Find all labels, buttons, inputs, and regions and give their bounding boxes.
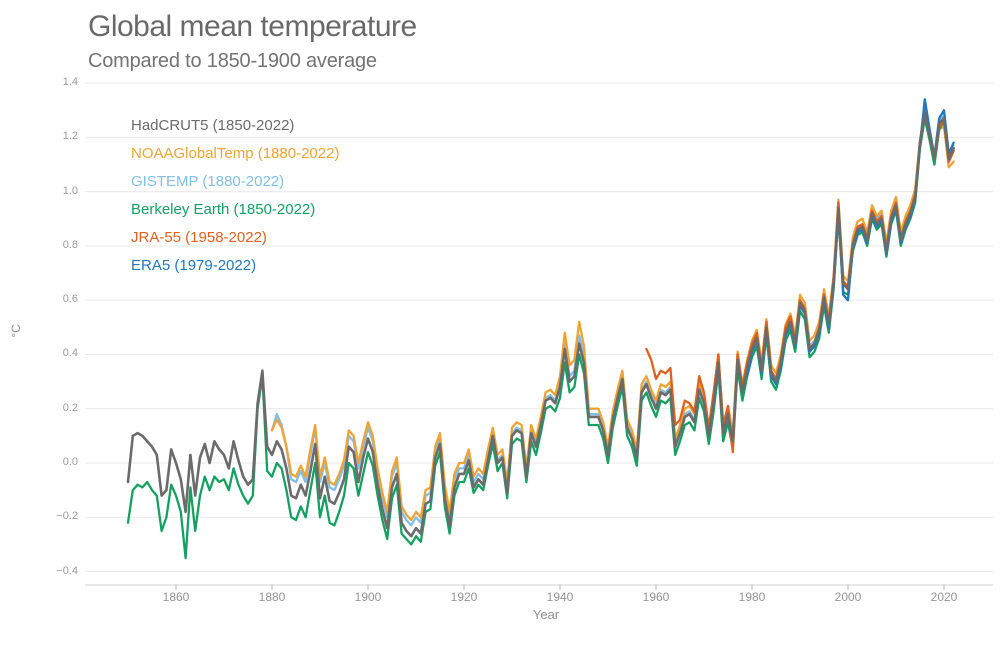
y-tick-label: 1.4 xyxy=(62,76,78,89)
chart-subtitle: Compared to 1850-1900 average xyxy=(88,50,377,72)
y-tick-label: 1.0 xyxy=(62,184,78,197)
x-tick-label: 1980 xyxy=(738,590,766,604)
y-tick-label: −0.4 xyxy=(56,564,78,577)
x-tick-label: 2000 xyxy=(834,590,862,604)
y-tick-label: 0.0 xyxy=(62,456,78,468)
x-tick-label: 1860 xyxy=(162,590,190,604)
y-tick-label: 0.4 xyxy=(62,347,78,360)
series-line-era5 xyxy=(746,98,955,386)
legend-item: ERA5 (1979-2022) xyxy=(131,257,257,274)
series-line-hadcrut5 xyxy=(126,111,955,538)
legend-item: JRA-55 (1958-2022) xyxy=(131,229,267,246)
legend-item: Berkeley Earth (1850-2022) xyxy=(131,201,316,218)
y-axis-unit-label: °C xyxy=(9,324,23,338)
legend-item: HadCRUT5 (1850-2022) xyxy=(131,117,295,134)
legend-item: NOAAGlobalTemp (1880-2022) xyxy=(131,145,340,162)
chart-title: Global mean temperature xyxy=(88,10,417,43)
x-tick-label: 2020 xyxy=(930,590,958,604)
y-tick-label: 0.2 xyxy=(62,401,78,414)
y-tick-label: 0.6 xyxy=(62,293,78,306)
y-tick-label: 0.8 xyxy=(62,238,78,251)
legend-item: GISTEMP (1880-2022) xyxy=(131,173,285,190)
y-tick-label: −0.2 xyxy=(56,510,78,523)
y-tick-label: 1.2 xyxy=(62,130,78,143)
x-axis-title: Year xyxy=(532,607,560,622)
x-tick-label: 1900 xyxy=(354,590,382,604)
x-tick-label: 1920 xyxy=(450,590,478,604)
x-tick-label: 1880 xyxy=(258,590,286,604)
x-tick-label: 1940 xyxy=(546,590,574,604)
x-tick-label: 1960 xyxy=(642,590,670,604)
series-line-jra-55 xyxy=(645,106,955,454)
legend: HadCRUT5 (1850-2022) NOAAGlobalTemp (1880… xyxy=(131,112,339,280)
